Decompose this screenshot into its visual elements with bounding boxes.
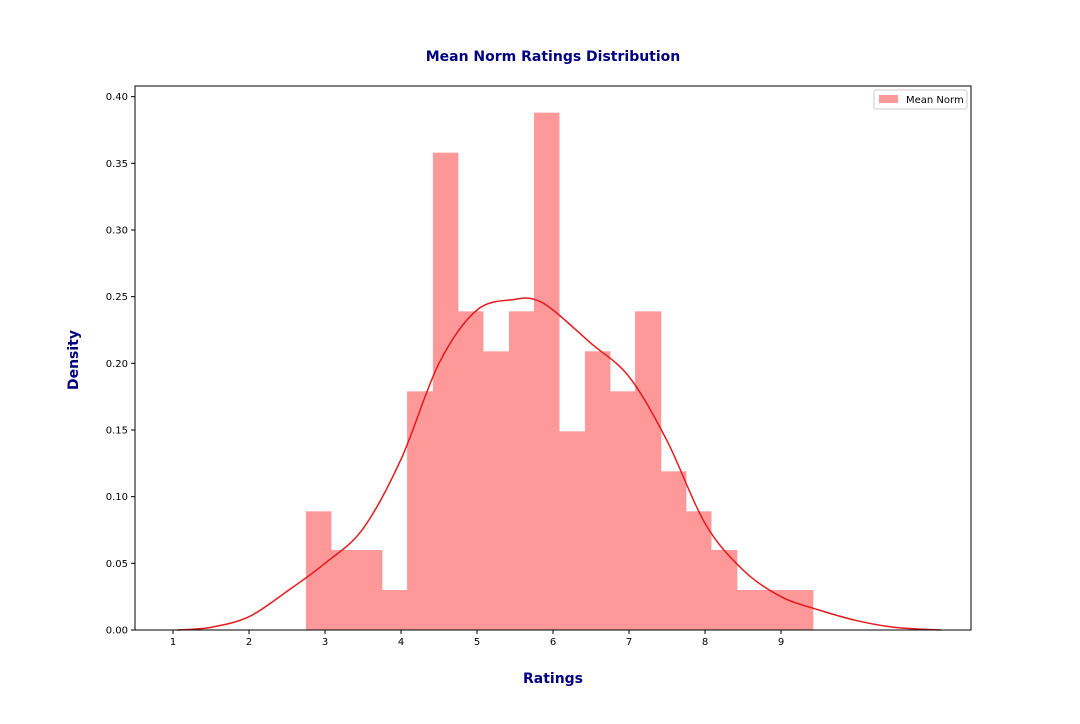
legend-label: Mean Norm [906, 95, 964, 106]
y-axis-label: Density [66, 330, 82, 390]
histogram-bar [306, 511, 332, 630]
y-tick-label: 0.25 [106, 292, 128, 303]
histogram-bar [356, 550, 383, 630]
histogram-bar [736, 590, 763, 630]
y-tick-label: 0.00 [106, 626, 128, 637]
x-tick-label: 2 [246, 637, 252, 648]
chart-title: Mean Norm Ratings Distribution [426, 49, 681, 65]
x-axis-ticks: 1 2 3 4 5 6 7 8 9 [170, 630, 784, 648]
histogram-bar [787, 590, 814, 630]
x-tick-label: 5 [474, 637, 480, 648]
x-tick-label: 6 [550, 637, 556, 648]
histogram-bar [559, 431, 586, 630]
histogram-bar [432, 152, 459, 631]
kde-curve [176, 297, 941, 631]
histogram-bar [610, 391, 636, 630]
x-axis-label: Ratings [523, 671, 583, 687]
histogram-bar [407, 391, 434, 630]
legend: Mean Norm [873, 89, 968, 110]
y-tick-label: 0.20 [106, 359, 128, 370]
y-tick-label: 0.30 [106, 226, 128, 237]
histogram-bar [686, 511, 712, 630]
histogram-bar [711, 550, 738, 630]
y-tick-label: 0.35 [106, 159, 128, 170]
histogram-bar [382, 590, 408, 630]
y-tick-label: 0.15 [106, 426, 128, 437]
y-tick-label: 0.40 [106, 92, 128, 103]
x-tick-label: 7 [626, 637, 632, 648]
y-tick-label: 0.05 [106, 559, 128, 570]
histogram-bar [660, 471, 687, 630]
histogram-bar [534, 112, 560, 631]
legend-swatch [879, 95, 898, 103]
histogram-bar [331, 550, 358, 630]
histogram-bar [483, 351, 510, 630]
histogram-bar [458, 311, 484, 630]
x-tick-label: 9 [778, 637, 784, 648]
x-tick-label: 8 [702, 637, 708, 648]
histogram-bar [508, 311, 535, 630]
y-tick-label: 0.10 [106, 492, 128, 503]
x-tick-label: 1 [170, 637, 176, 648]
histogram-bars [306, 112, 814, 631]
histogram-bar [762, 590, 788, 630]
histogram-bar [635, 311, 662, 630]
x-tick-label: 3 [322, 637, 328, 648]
histogram-bar [584, 351, 611, 630]
y-axis-ticks: 0.00 0.05 0.10 0.15 0.20 0.25 0.30 0.35 0.40 [106, 92, 135, 637]
x-tick-label: 4 [398, 637, 404, 648]
kde-curve-layer [176, 297, 941, 631]
legend-frame [873, 89, 968, 110]
